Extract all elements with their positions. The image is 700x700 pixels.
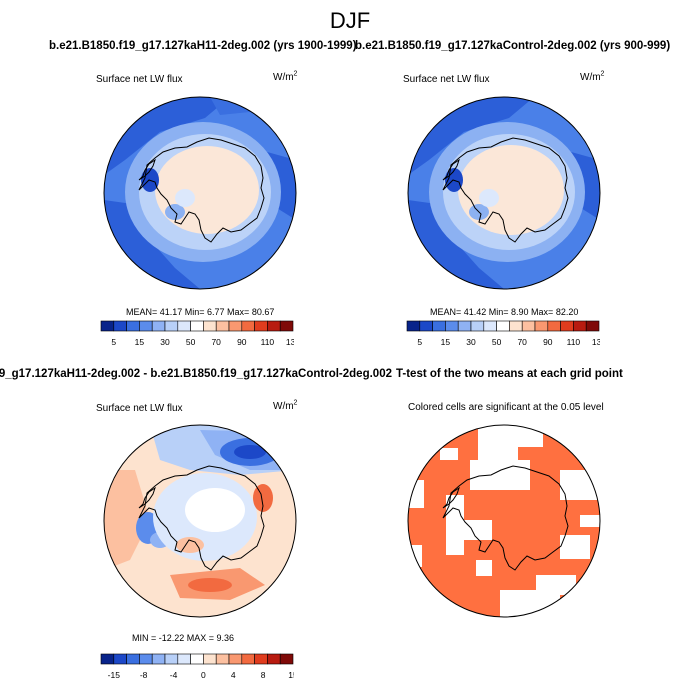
colorbar-cell: [100, 653, 115, 665]
colorbar-tick-label: 15: [288, 670, 294, 680]
units-label-top-right: W/m2: [580, 70, 605, 83]
colorbar-tick-label: 90: [237, 337, 247, 347]
colorbar-tick-label: 110: [567, 337, 581, 347]
colorbar-cell: [445, 320, 459, 332]
mean-field-top-right: [408, 97, 600, 289]
colorbar-top-left: 5 15 30 50 70 90 110 130: [100, 320, 300, 350]
colorbar-cell: [267, 320, 281, 332]
figure-title: DJF: [329, 8, 371, 33]
colorbar-cell: [241, 653, 255, 665]
colorbar-tick-label: 90: [543, 337, 553, 347]
difference-field: [104, 425, 296, 617]
map-border-bottom-right: [407, 424, 601, 618]
mean-field-top-left: [104, 97, 296, 289]
colorbar-tick-label: 70: [211, 337, 221, 347]
variable-label-top-right: Surface net LW flux: [403, 74, 490, 85]
colorbar-cell: [139, 653, 153, 665]
colorbar-cell: [228, 320, 243, 332]
colorbar-cell: [151, 320, 166, 332]
colorbar-cell: [254, 653, 268, 665]
colorbar-bottom-left: -15 -8 -4 0 4 8 15: [100, 653, 298, 683]
colorbar-cell: [432, 320, 446, 332]
colorbar-tick-label: 5: [111, 337, 116, 347]
colorbar-cell: [573, 320, 587, 332]
colorbar-cell: [164, 320, 179, 332]
map-border-top-left: [103, 96, 297, 290]
colorbar-tick-label: 15: [135, 337, 145, 347]
colorbar-cell: [419, 320, 433, 332]
stats-bottom-left: MIN = -12.22 MAX = 9.36: [132, 633, 235, 643]
colorbar-tick-label: -4: [170, 670, 178, 680]
colorbar-tick-label: 0: [201, 670, 206, 680]
colorbar-top-right: 5 15 30 50 70 90 110 130: [406, 320, 606, 350]
units-label-bottom-left: W/m2: [273, 399, 298, 412]
colorbar-tick-label: -15: [108, 670, 121, 680]
colorbar-cell: [215, 320, 230, 332]
colorbar-cell: [190, 320, 204, 332]
colorbar-cell: [126, 320, 140, 332]
colorbar-cell: [151, 653, 166, 665]
colorbar-tick-label: 4: [231, 670, 236, 680]
colorbar-cell: [164, 653, 179, 665]
map-border-bottom-left: [103, 424, 297, 618]
colorbar-cell: [483, 320, 497, 332]
panel-title-top-right: b.e21.B1850.f19_g17.127kaControl-2deg.00…: [355, 40, 671, 52]
colorbar-cell: [203, 653, 217, 665]
colorbar-cell: [470, 320, 485, 332]
colorbar-cell: [241, 320, 255, 332]
colorbar-cell: [215, 653, 230, 665]
colorbar-tick-label: 8: [261, 670, 266, 680]
colorbar-cell: [126, 653, 140, 665]
colorbar-cell: [113, 320, 127, 332]
colorbar-cell: [254, 320, 268, 332]
colorbar-cell: [534, 320, 549, 332]
units-label-top-left: W/m2: [273, 70, 298, 83]
colorbar-tick-label: 110: [261, 337, 275, 347]
stats-top-right: MEAN= 41.42 Min= 8.90 Max= 82.20: [430, 307, 579, 317]
colorbar-cell: [496, 320, 510, 332]
stats-top-left: MEAN= 41.17 Min= 6.77 Max= 80.67: [126, 307, 275, 317]
colorbar-cell: [113, 653, 127, 665]
ttest-significance-field: [408, 425, 600, 617]
panel-title-top-left: b.e21.B1850.f19_g17.127kaH11-2deg.002 (y…: [49, 40, 357, 52]
ttest-subtitle: Colored cells are significant at the 0.0…: [408, 402, 604, 413]
colorbar-cell: [457, 320, 472, 332]
colorbar-tick-label: 50: [492, 337, 502, 347]
colorbar-tick-label: 5: [417, 337, 422, 347]
variable-label-top-left: Surface net LW flux: [96, 74, 183, 85]
panel-title-bottom-left: b.e21.B1850.f19_g17.127kaH11-2deg.002 - …: [0, 368, 392, 380]
colorbar-tick-label: 30: [466, 337, 476, 347]
colorbar-tick-label: 15: [441, 337, 451, 347]
colorbar-cell: [139, 320, 153, 332]
colorbar-cell: [100, 320, 115, 332]
colorbar-tick-label: 70: [517, 337, 527, 347]
panel-title-bottom-right: T-test of the two means at each grid poi…: [396, 368, 623, 380]
colorbar-cell: [509, 320, 523, 332]
colorbar-cell: [279, 653, 294, 665]
colorbar-cell: [585, 320, 600, 332]
colorbar-cell: [521, 320, 536, 332]
colorbar-cell: [177, 653, 191, 665]
colorbar-cell: [547, 320, 561, 332]
colorbar-cell: [190, 653, 204, 665]
colorbar-cell: [228, 653, 243, 665]
colorbar-cell: [279, 320, 294, 332]
colorbar-cell: [560, 320, 574, 332]
colorbar-tick-label: 130: [592, 337, 600, 347]
colorbar-tick-label: 30: [160, 337, 170, 347]
colorbar-cell: [267, 653, 281, 665]
variable-label-bottom-left: Surface net LW flux: [96, 403, 183, 414]
colorbar-cell: [177, 320, 191, 332]
colorbar-cell: [203, 320, 217, 332]
map-border-top-right: [407, 96, 601, 290]
colorbar-tick-label: 130: [286, 337, 294, 347]
colorbar-cell: [406, 320, 421, 332]
colorbar-tick-label: -8: [140, 670, 148, 680]
colorbar-tick-label: 50: [186, 337, 196, 347]
